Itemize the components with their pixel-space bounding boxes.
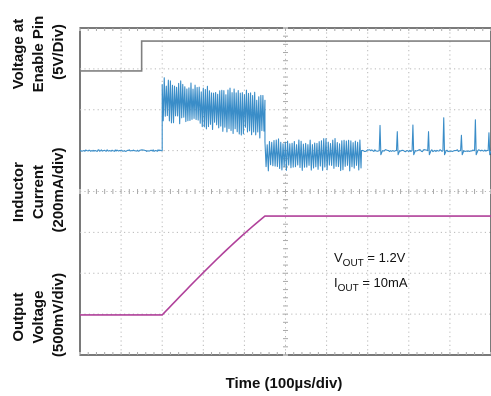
ylabel-inductor-line-2: Current xyxy=(30,165,47,219)
annotation-vout-name: V xyxy=(334,250,343,265)
ylabel-output-voltage: Output Voltage (500mV/div) xyxy=(10,273,67,357)
annotation-vout: VOUT = 1.2V xyxy=(334,250,406,269)
trace-enable-pin xyxy=(80,40,491,72)
ylabel-inductor-current: Inductor Current (200mA/div) xyxy=(10,147,67,232)
svg-text:Inductor Current (: Inductor Current (200mA/div) xyxy=(10,147,67,232)
ylabel-inductor-line-1: Inductor xyxy=(10,162,27,222)
annotation-iout-name: I xyxy=(334,275,338,290)
annotation-iout-value: = 10mA xyxy=(359,275,408,290)
annotation-vout-value: = 1.2V xyxy=(364,250,406,265)
ylabel-output-line-2: Voltage xyxy=(30,291,47,344)
annotation-vout-sub: OUT xyxy=(343,258,364,269)
annotation-iout-sub: OUT xyxy=(338,283,359,294)
x-axis-label: Time (100µs/div) xyxy=(226,375,343,392)
svg-text:Voltage at Enable Pin: Voltage at Enable Pin (5V/Div) xyxy=(10,12,67,93)
ylabel-enable-line-3: (5V/Div) xyxy=(50,24,67,80)
ylabel-enable-line-1: Voltage at xyxy=(10,19,27,90)
ylabel-output-line-1: Output xyxy=(10,293,27,342)
traces xyxy=(79,40,491,316)
ylabel-enable-pin: Voltage at Enable Pin (5V/Div) xyxy=(10,12,67,93)
trace-output-voltage xyxy=(80,215,491,316)
ylabel-enable-line-2: Enable Pin xyxy=(30,16,47,93)
grid xyxy=(79,27,491,356)
ylabel-output-line-3: (500mV/div) xyxy=(50,273,67,357)
annotation-iout: IOUT = 10mA xyxy=(334,275,408,294)
svg-text:Output Voltage (50: Output Voltage (500mV/div) xyxy=(10,273,67,357)
trace-inductor-current xyxy=(79,77,491,172)
ylabel-inductor-line-3: (200mA/div) xyxy=(50,147,67,232)
